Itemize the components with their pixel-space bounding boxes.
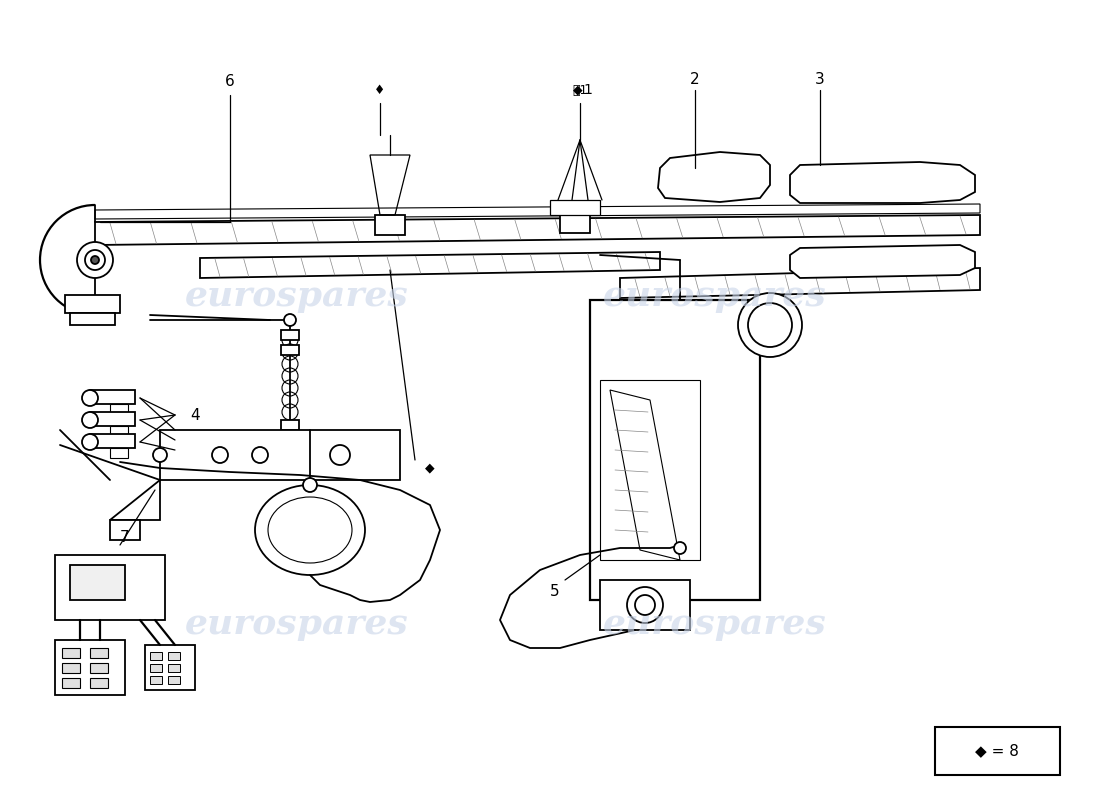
Polygon shape: [790, 245, 975, 278]
Bar: [90, 678, 108, 688]
Circle shape: [285, 445, 295, 455]
Bar: [150, 664, 162, 672]
Polygon shape: [200, 252, 660, 278]
Bar: [560, 213, 590, 233]
Bar: [590, 300, 760, 600]
Polygon shape: [790, 162, 975, 203]
Text: ◆: ◆: [573, 83, 583, 97]
Bar: [550, 200, 600, 215]
Text: 5: 5: [550, 585, 560, 599]
Polygon shape: [620, 268, 980, 298]
Bar: [62, 648, 80, 658]
Ellipse shape: [255, 485, 365, 575]
Polygon shape: [110, 480, 160, 520]
Bar: [145, 645, 195, 690]
Bar: [600, 580, 690, 630]
Circle shape: [77, 242, 113, 278]
Circle shape: [738, 293, 802, 357]
Circle shape: [82, 390, 98, 406]
Text: ◆ = 8: ◆ = 8: [975, 743, 1019, 758]
Text: 2: 2: [690, 73, 700, 87]
Bar: [600, 380, 700, 560]
Bar: [90, 663, 108, 673]
Bar: [90, 434, 135, 448]
Text: eurospares: eurospares: [185, 607, 409, 641]
Polygon shape: [658, 152, 770, 202]
Text: ♦: ♦: [374, 83, 386, 97]
Text: ⁦1: ⁦1: [572, 83, 587, 97]
Bar: [168, 664, 180, 672]
Bar: [168, 652, 180, 660]
Bar: [55, 640, 125, 695]
Bar: [280, 345, 299, 355]
Bar: [62, 678, 80, 688]
Circle shape: [674, 542, 686, 554]
Text: 4: 4: [190, 407, 200, 422]
Bar: [755, 310, 785, 340]
Bar: [62, 663, 80, 673]
Polygon shape: [95, 215, 980, 245]
Circle shape: [153, 448, 167, 462]
Bar: [168, 676, 180, 684]
Bar: [90, 412, 135, 426]
Bar: [375, 215, 405, 235]
Bar: [55, 555, 165, 620]
Text: ◆: ◆: [426, 462, 434, 474]
Bar: [110, 448, 128, 458]
Bar: [90, 648, 108, 658]
Text: 6: 6: [226, 74, 235, 90]
Text: eurospares: eurospares: [603, 607, 827, 641]
Bar: [110, 426, 128, 436]
Circle shape: [91, 256, 99, 264]
Bar: [65, 295, 120, 313]
Bar: [90, 390, 135, 404]
Bar: [70, 313, 116, 325]
Circle shape: [284, 314, 296, 326]
Bar: [150, 652, 162, 660]
Circle shape: [82, 412, 98, 428]
Text: 3: 3: [815, 73, 825, 87]
Bar: [160, 430, 400, 480]
Bar: [70, 565, 125, 600]
Bar: [110, 520, 140, 540]
Bar: [150, 676, 162, 684]
Circle shape: [302, 478, 317, 492]
Polygon shape: [95, 204, 980, 219]
Bar: [280, 330, 299, 340]
Bar: [280, 435, 299, 445]
Text: eurospares: eurospares: [603, 279, 827, 313]
Bar: [935, 727, 1060, 775]
Circle shape: [627, 587, 663, 623]
Bar: [280, 420, 299, 430]
Bar: [110, 404, 128, 414]
Circle shape: [82, 434, 98, 450]
Text: 1: 1: [584, 83, 593, 97]
Text: 7: 7: [120, 530, 130, 546]
Text: eurospares: eurospares: [185, 279, 409, 313]
